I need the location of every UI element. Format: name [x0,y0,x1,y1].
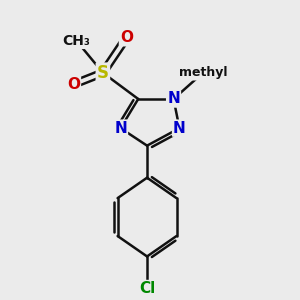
Text: O: O [67,77,80,92]
Text: CH₃: CH₃ [62,34,90,48]
Text: N: N [173,121,186,136]
Text: S: S [97,64,109,82]
Text: methyl: methyl [179,66,227,79]
Text: N: N [114,121,127,136]
Text: N: N [167,92,180,106]
Text: O: O [120,30,133,45]
Text: Cl: Cl [139,281,155,296]
